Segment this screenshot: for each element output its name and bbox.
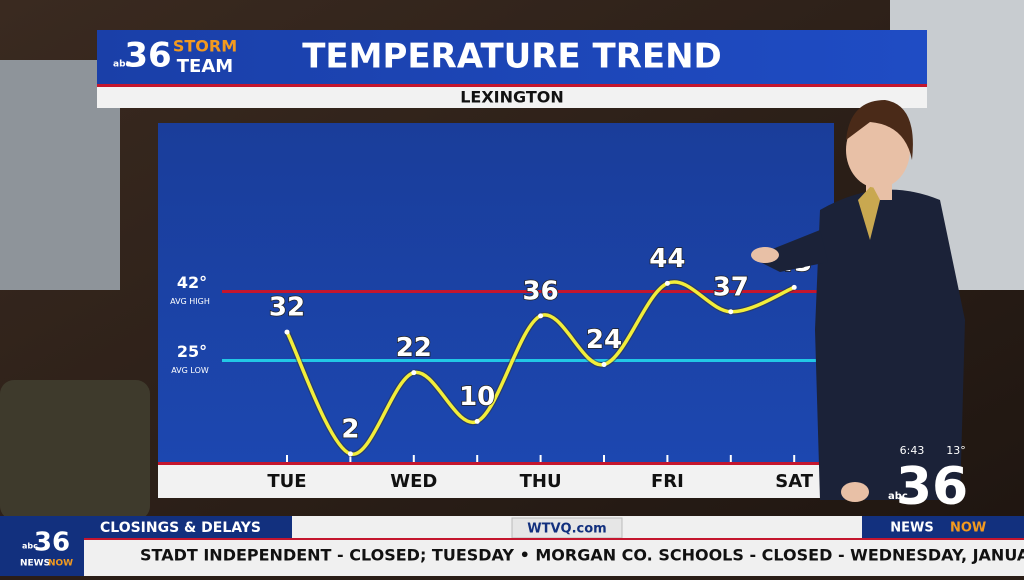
ticker-news-box	[862, 516, 1024, 538]
point	[474, 418, 480, 424]
bug-channel: 36	[896, 457, 968, 517]
plot-area	[158, 123, 834, 463]
data-label: 37	[713, 272, 749, 302]
ticker-logo-channel: 36	[34, 528, 70, 558]
data-label: 32	[269, 293, 305, 323]
x-axis-rule	[158, 462, 834, 465]
reference-label: 42°	[177, 273, 207, 292]
x-tick-label: THU	[520, 471, 562, 492]
data-label: 22	[396, 333, 432, 363]
x-tick-label: SAT	[775, 471, 813, 492]
point	[664, 280, 670, 286]
ticker-site: WTVQ.com	[527, 522, 606, 537]
reference-label: 25°	[177, 342, 207, 361]
point	[284, 329, 290, 335]
point	[601, 362, 607, 368]
bug-network: abc	[888, 491, 908, 502]
ticker-rule	[84, 538, 1024, 540]
ticker-now: NOW	[950, 521, 986, 536]
ticker-logo-network: abc	[22, 542, 38, 551]
logo-channel: 36	[124, 36, 171, 76]
point	[538, 313, 544, 319]
data-label: 24	[586, 325, 622, 355]
logo-storm: STORM	[173, 37, 237, 56]
point	[728, 309, 734, 315]
data-label: 2	[341, 414, 359, 444]
subtitle-bar	[97, 87, 927, 108]
trend-line	[285, 280, 795, 456]
point	[411, 370, 417, 376]
chair	[0, 380, 150, 520]
data-label: 44	[649, 244, 685, 274]
bug-temp: 13°	[946, 444, 966, 457]
ticker-logo-now: NOW	[48, 559, 73, 569]
ticker-logo-box	[0, 516, 84, 576]
chart-subtitle: LEXINGTON	[460, 88, 564, 107]
ticker-text: STADT INDEPENDENT - CLOSED; TUESDAY • MO…	[140, 546, 1024, 565]
header-bar	[97, 30, 927, 86]
x-axis-bar	[158, 463, 834, 498]
point	[791, 284, 797, 290]
logo-team: TEAM	[177, 56, 233, 77]
x-tick-label: WED	[390, 471, 437, 492]
ticker-logo-news: NEWS	[20, 559, 50, 569]
presenter	[751, 100, 965, 502]
ticker-news: NEWS	[890, 521, 933, 536]
x-tick-label: TUE	[267, 471, 306, 492]
ticker-section-box	[84, 516, 292, 538]
data-label: 10	[459, 382, 495, 412]
chart-title: TEMPERATURE TREND	[302, 37, 722, 77]
point	[347, 451, 353, 457]
data-label: 36	[523, 276, 559, 306]
x-tick-label: FRI	[651, 471, 684, 492]
bug-time: 6:43	[900, 444, 925, 457]
logo-network: abc	[113, 60, 131, 70]
reference-note: AVG LOW	[171, 366, 209, 375]
header-rule	[97, 84, 927, 87]
reference-note: AVG HIGH	[170, 297, 210, 306]
ticker-section: CLOSINGS & DELAYS	[100, 520, 261, 536]
